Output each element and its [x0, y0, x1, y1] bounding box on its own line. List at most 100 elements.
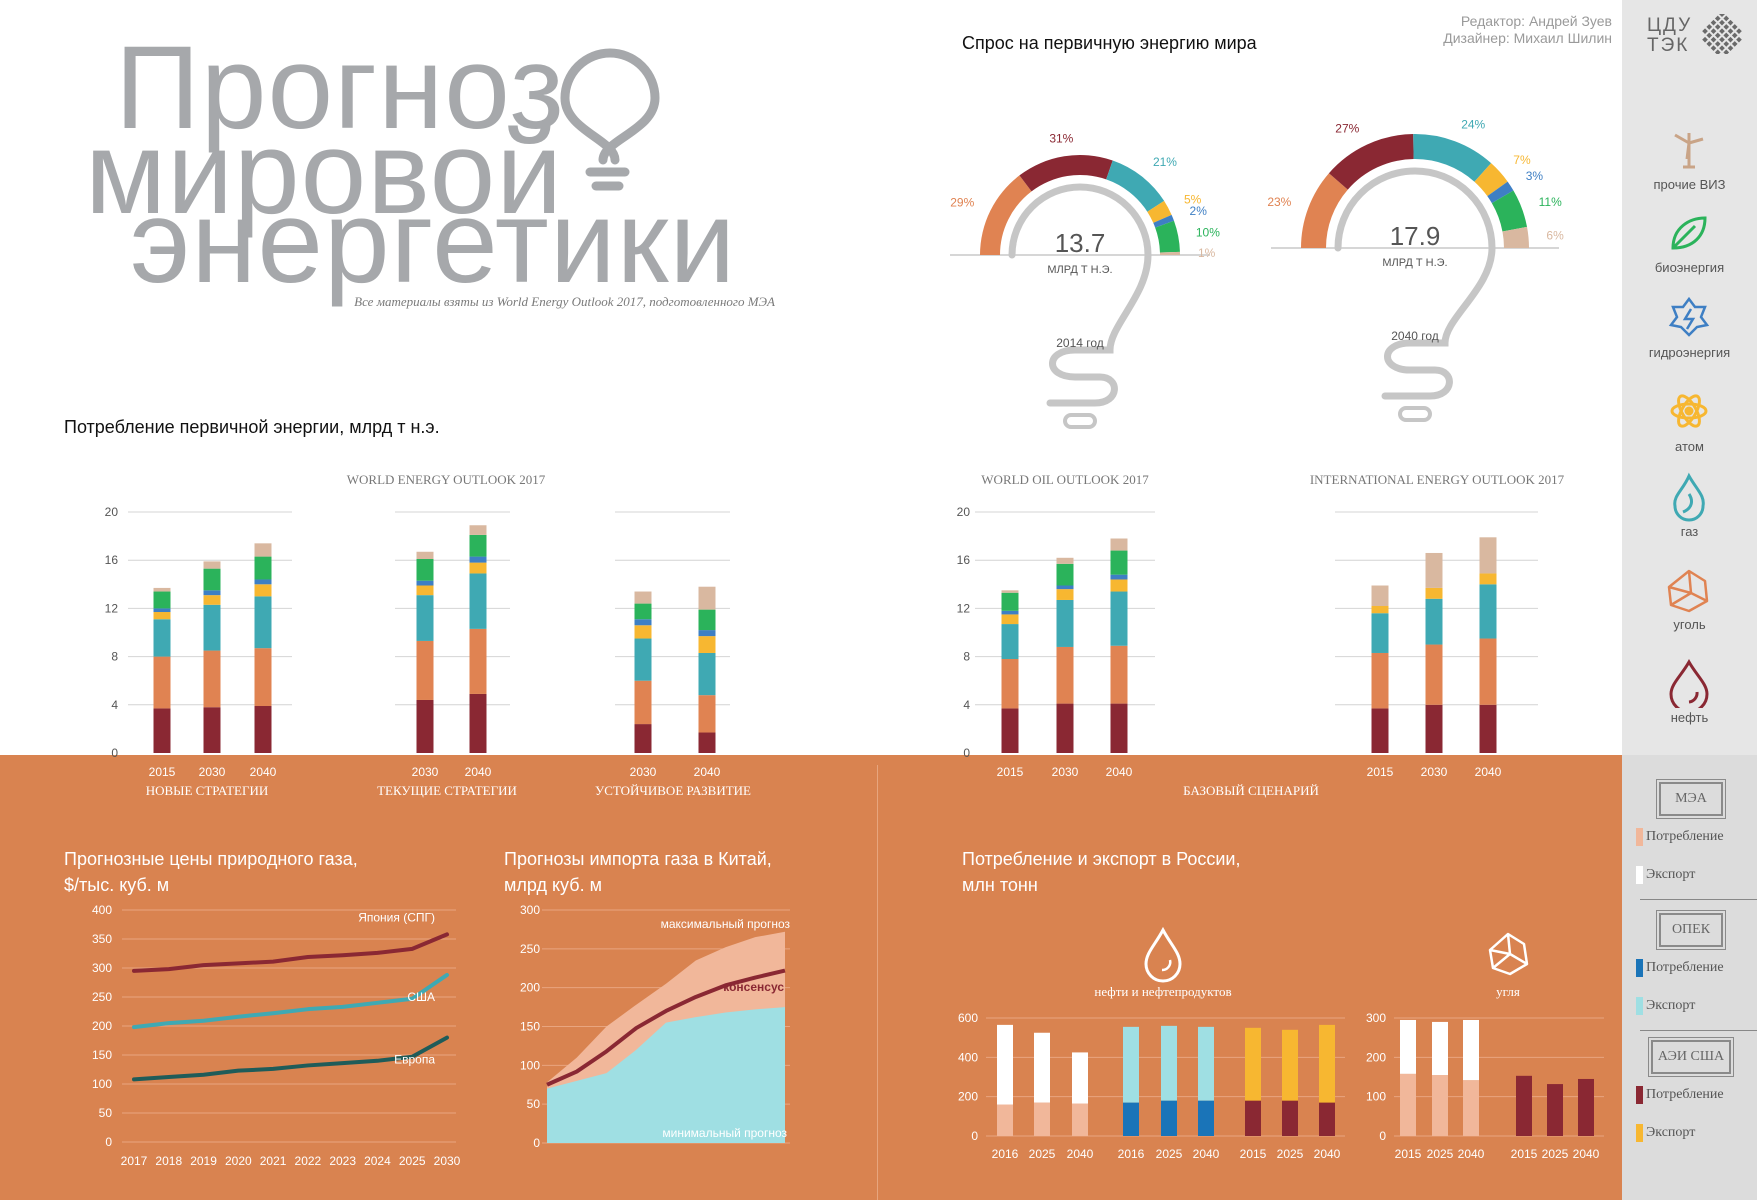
y-tick-label: 300	[520, 903, 540, 917]
x-tick-label: 2023	[329, 1154, 356, 1168]
y-tick-label: 0	[963, 746, 970, 760]
consumption-chart: 0 4 8 12 16 20 2015 2030 2040 2030 2040 2030 2040 0 4 8…	[105, 472, 1565, 798]
logo-dot	[1714, 32, 1721, 39]
bar-segment-nuclear	[254, 584, 272, 597]
scenario-label: НОВЫЕ СТРАТЕГИИ	[146, 783, 269, 798]
gauge-total-value: 17.9	[1390, 221, 1441, 251]
legend-item-export: Экспорт	[1636, 866, 1695, 884]
logo-dot	[1723, 41, 1730, 47]
hydro-icon	[1659, 293, 1719, 343]
logo-dot	[1723, 49, 1730, 54]
china-imports-title-line-2: млрд куб. м	[504, 875, 602, 895]
logo-dot	[1727, 19, 1734, 26]
consumption-bar	[1400, 1073, 1416, 1136]
bar-group-1: 0 4 8 12 16 20 2015 2030 2040	[105, 505, 292, 779]
consensus-line	[546, 968, 786, 1087]
gauge-segment-coal	[980, 175, 1032, 255]
logo-text-2: ТЭК	[1647, 35, 1690, 56]
sidebar-lower	[1622, 755, 1757, 1200]
gas-prices-title-line-1: Прогнозные цены природного газа,	[64, 849, 358, 869]
export-bar	[1161, 1025, 1177, 1101]
logo-dot	[1727, 45, 1734, 51]
export-bar	[1432, 1021, 1448, 1076]
bar-segment-gas	[1371, 613, 1389, 653]
x-tick-label: 2030	[1052, 765, 1079, 779]
export-bar	[1072, 1052, 1088, 1104]
demand-gauges: 29% 31% 21% 5%2% 10% 1% 13.7 МЛРД Т Н.Э. 2014 го…	[950, 117, 1564, 429]
leaf-icon	[1659, 208, 1719, 258]
designer-credit: Дизайнер: Михаил Шилин	[1443, 30, 1612, 46]
coal-icon	[1659, 565, 1719, 615]
series-line	[132, 972, 449, 1030]
x-tick-label: 2017	[121, 1154, 148, 1168]
bar-segment-nuclear	[1425, 587, 1443, 599]
bar-segment-other	[203, 561, 221, 569]
gauge-percent-label: 23%	[1267, 195, 1291, 209]
coal-panel: 0 100 200 300 2015 2025 2040 2015 2025 2040	[1366, 1011, 1604, 1161]
x-tick-label: 2025	[1427, 1147, 1454, 1161]
bar-segment-hydro	[203, 590, 221, 596]
bar-segment-coal	[1479, 638, 1497, 705]
y-tick-label: 200	[92, 1019, 112, 1033]
logo-dot	[1714, 41, 1721, 47]
logo-dot	[1731, 32, 1738, 39]
gauge-percent-label: 27%	[1335, 121, 1359, 135]
consumption-bar	[1516, 1075, 1532, 1136]
energy-type-label: нефть	[1670, 710, 1709, 725]
y-tick-label: 4	[111, 698, 118, 712]
x-tick-label: 2024	[364, 1154, 391, 1168]
legend-label: Экспорт	[1646, 1125, 1696, 1141]
logo-dot	[1719, 19, 1725, 26]
logo-dot	[1702, 36, 1708, 43]
bar-segment-oil	[1056, 703, 1074, 753]
coal-icon	[1488, 932, 1529, 976]
legend-label: Потребление	[1646, 960, 1724, 976]
logo-dot	[1731, 24, 1738, 30]
source-heading: WORLD OIL OUTLOOK 2017	[981, 472, 1149, 487]
series-label: Европа	[394, 1053, 435, 1067]
bar-segment-other	[1110, 538, 1128, 551]
logo-dot	[1702, 28, 1708, 34]
title-line-1: Прогноз	[115, 22, 565, 154]
wind-turbine-icon	[1659, 125, 1719, 175]
gauge-year: 2040 год	[1391, 329, 1439, 343]
bar-segment-oil	[1371, 708, 1389, 753]
bar-segment-gas	[254, 596, 272, 649]
bar-segment-bio	[254, 556, 272, 580]
y-tick-label: 12	[957, 601, 971, 615]
consumption-bar	[997, 1104, 1013, 1136]
bar-segment-gas	[1479, 584, 1497, 639]
bar-segment-hydro	[698, 630, 716, 637]
gauge-percent-label: 24%	[1461, 117, 1485, 131]
header-art: Прогноз мировой энергетики Все материалы…	[85, 22, 775, 309]
x-tick-label: 2040	[1458, 1147, 1485, 1161]
legend-separator	[1640, 1030, 1757, 1031]
x-tick-label: 2025	[399, 1154, 426, 1168]
bar-segment-nuclear	[698, 636, 716, 653]
x-tick-label: 2016	[1118, 1147, 1145, 1161]
bar-group-2: 2030 2040	[395, 511, 510, 779]
consensus-label: консенсус	[723, 980, 784, 994]
x-tick-label: 2030	[412, 765, 439, 779]
x-tick-label: 2040	[1573, 1147, 1600, 1161]
panel-divider	[877, 765, 878, 1200]
lightbulb-icon	[1008, 183, 1152, 407]
gauge-2: 23% 27% 24% 7% 3% 11% 6% 17.9 МЛРД Т Н.Э. 2040 го…	[1267, 117, 1564, 422]
bar-segment-coal	[1371, 652, 1389, 709]
y-tick-label: 350	[92, 932, 112, 946]
demand-title: Спрос на первичную энергию мира	[962, 33, 1257, 53]
russia-title: Потребление и экспорт в России, млн тонн	[962, 846, 1240, 898]
consumption-bar	[1547, 1084, 1563, 1136]
bar-segment-oil	[153, 708, 171, 753]
oil-panel: 0 200 400 600 2016 2025 2040 2016 2025 2040 2015 20…	[958, 1011, 1345, 1161]
bar-segment-other	[634, 591, 652, 604]
bar-segment-hydro	[1110, 574, 1128, 580]
energy-type-label: газ	[1680, 524, 1699, 539]
bar-segment-oil	[634, 724, 652, 753]
logo-dot	[1710, 36, 1717, 43]
cdu-tek-logo: ЦДУ ТЭК	[1647, 12, 1747, 58]
bar-segment-nuclear	[153, 612, 171, 620]
bulb-base-icon	[1063, 413, 1097, 429]
y-tick-label: 20	[105, 505, 119, 519]
x-tick-label: 2016	[992, 1147, 1019, 1161]
